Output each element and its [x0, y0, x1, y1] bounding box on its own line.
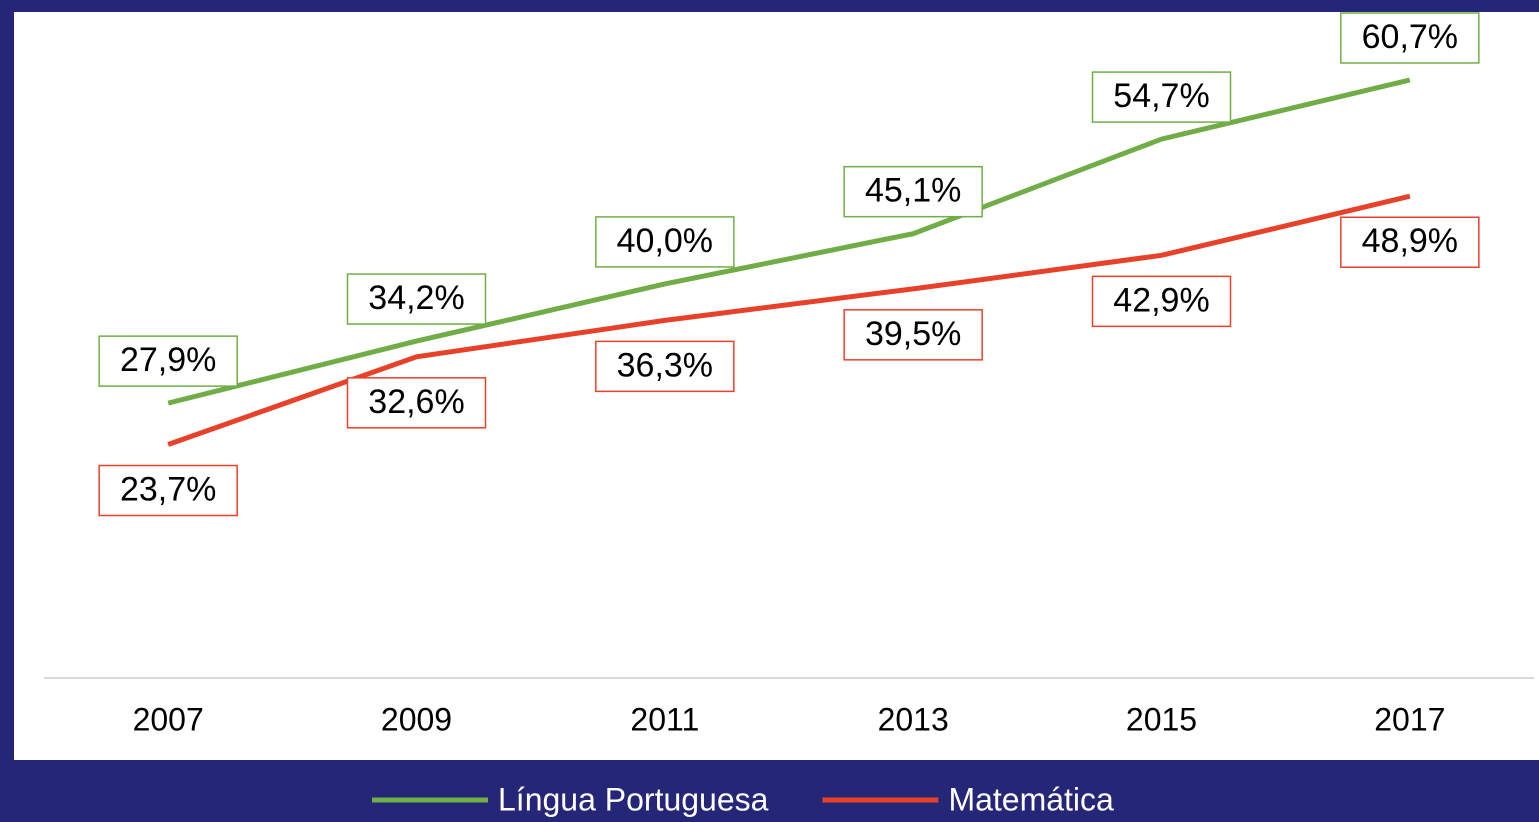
data-label: 27,9%	[120, 341, 216, 379]
data-label-box	[843, 309, 983, 361]
x-tick-label: 2013	[878, 701, 949, 737]
data-label-box	[595, 340, 735, 393]
legend-label: Matemática	[948, 781, 1114, 817]
x-tick-label: 2011	[630, 701, 699, 737]
legend-label: Língua Portuguesa	[498, 781, 769, 817]
data-label-box	[1091, 71, 1232, 123]
data-label: 39,5%	[865, 315, 961, 353]
data-label: 40,0%	[617, 222, 713, 260]
data-label: 48,9%	[1362, 222, 1458, 260]
data-label: 42,9%	[1113, 281, 1209, 319]
data-label-box	[1340, 12, 1480, 64]
data-label-box	[1091, 275, 1232, 328]
data-label: 36,3%	[617, 346, 713, 384]
data-label: 54,7%	[1113, 77, 1209, 115]
data-label: 32,6%	[368, 383, 464, 421]
data-label-box	[346, 377, 487, 429]
data-label-box	[98, 335, 238, 387]
data-label: 60,7%	[1362, 18, 1458, 56]
x-tick-label: 2015	[1126, 701, 1197, 737]
plot-background	[14, 12, 1539, 760]
data-label-box	[346, 273, 487, 325]
x-tick-label: 2017	[1374, 701, 1445, 737]
data-label: 34,2%	[368, 279, 464, 317]
data-label: 45,1%	[865, 172, 961, 210]
data-label-box	[595, 216, 735, 268]
x-tick-label: 2007	[133, 701, 204, 737]
x-tick-label: 2009	[381, 701, 452, 737]
series-line	[167, 77, 1411, 406]
data-label-box	[98, 464, 238, 517]
data-label: 23,7%	[120, 470, 216, 508]
data-label-box	[843, 165, 983, 218]
data-label-box	[1340, 216, 1480, 268]
series-line	[167, 193, 1411, 447]
